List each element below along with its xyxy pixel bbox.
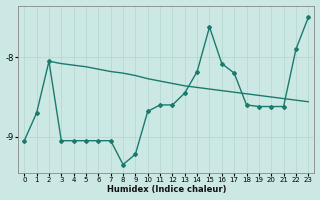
X-axis label: Humidex (Indice chaleur): Humidex (Indice chaleur) <box>107 185 226 194</box>
